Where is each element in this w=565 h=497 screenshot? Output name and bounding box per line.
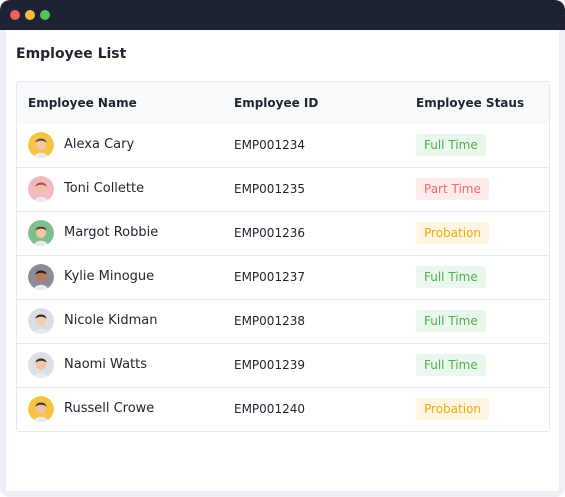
main-content: Employee List Employee Name Employee ID … (6, 30, 559, 491)
avatar (28, 264, 54, 290)
employee-name: Margot Robbie (64, 225, 159, 240)
minimize-window-button[interactable] (25, 10, 35, 20)
table-row[interactable]: Alexa Cary EMP001234 Full Time (17, 124, 549, 168)
employee-id: EMP001236 (234, 226, 305, 240)
table-row[interactable]: Toni Collette EMP001235 Part Time (17, 168, 549, 212)
table-row[interactable]: Margot Robbie EMP001236 Probation (17, 212, 549, 256)
close-window-button[interactable] (10, 10, 20, 20)
employee-id: EMP001239 (234, 358, 305, 372)
header-employee-status: Employee Staus (416, 96, 525, 110)
avatar (28, 352, 54, 378)
employee-name: Naomi Watts (64, 357, 148, 372)
employee-name: Alexa Cary (64, 137, 135, 152)
status-badge: Probation (416, 398, 489, 420)
status-badge: Part Time (416, 178, 489, 200)
avatar (28, 176, 54, 202)
header-employee-name: Employee Name (28, 96, 137, 110)
avatar (28, 132, 54, 158)
employee-name: Kylie Minogue (64, 269, 155, 284)
table-row[interactable]: Russell Crowe EMP001240 Probation (17, 388, 549, 431)
status-badge: Full Time (416, 354, 486, 376)
employee-name: Nicole Kidman (64, 313, 158, 328)
status-badge: Full Time (416, 310, 486, 332)
avatar (28, 308, 54, 334)
avatar (28, 220, 54, 246)
employee-id: EMP001235 (234, 182, 305, 196)
status-badge: Full Time (416, 134, 486, 156)
table-row[interactable]: Nicole Kidman EMP001238 Full Time (17, 300, 549, 344)
table-row[interactable]: Kylie Minogue EMP001237 Full Time (17, 256, 549, 300)
table-row[interactable]: Naomi Watts EMP001239 Full Time (17, 344, 549, 388)
avatar (28, 396, 54, 422)
maximize-window-button[interactable] (40, 10, 50, 20)
employee-name: Toni Collette (64, 181, 145, 196)
employee-name: Russell Crowe (64, 401, 155, 416)
page-title: Employee List (16, 46, 127, 62)
window-titlebar (0, 0, 565, 30)
employee-id: EMP001237 (234, 270, 305, 284)
header-employee-id: Employee ID (234, 96, 319, 110)
status-badge: Probation (416, 222, 489, 244)
employee-id: EMP001238 (234, 314, 305, 328)
employee-id: EMP001234 (234, 138, 305, 152)
employee-id: EMP001240 (234, 402, 305, 416)
status-badge: Full Time (416, 266, 486, 288)
employee-table: Employee Name Employee ID Employee Staus… (16, 81, 550, 432)
table-header: Employee Name Employee ID Employee Staus (17, 82, 549, 125)
